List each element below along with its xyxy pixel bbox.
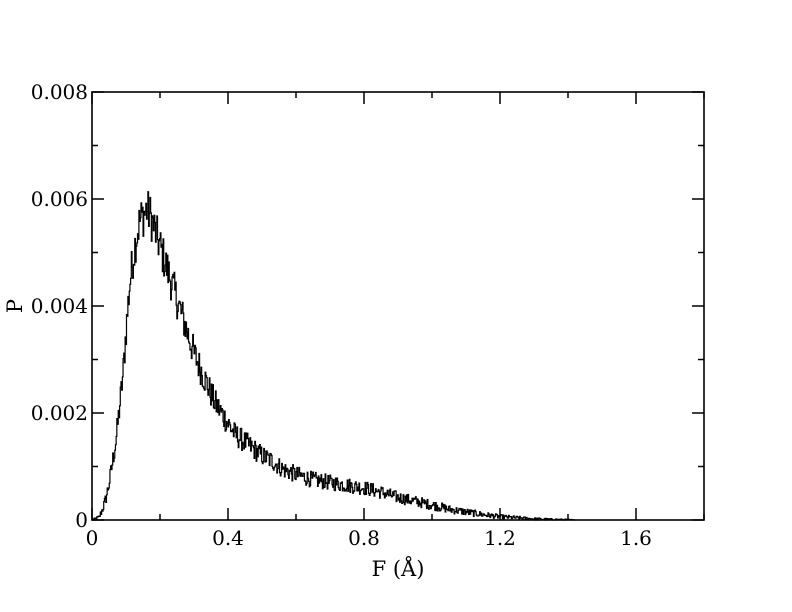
x-tick-label: 1.2 — [484, 526, 516, 550]
series-line — [92, 191, 575, 521]
x-tick-label: 1.6 — [620, 526, 652, 550]
x-tick-label: 0.8 — [348, 526, 380, 550]
y-tick-label: 0 — [75, 508, 88, 532]
x-axis-title: F (Å) — [372, 556, 425, 581]
x-tick-label: 0.4 — [212, 526, 244, 550]
y-tick-label: 0.004 — [31, 294, 88, 318]
axis-tick-labels: 0 0.4 0.8 1.2 1.6 0 0.002 0.004 0.006 0.008 — [31, 80, 652, 550]
plot-frame — [91, 91, 705, 521]
y-tick-label: 0.002 — [31, 401, 88, 425]
plot-area — [91, 91, 705, 521]
series-group — [92, 191, 575, 521]
x-tick-label: 0 — [86, 526, 99, 550]
y-axis-title: P — [3, 299, 27, 313]
y-tick-label: 0.006 — [31, 187, 88, 211]
y-tick-label: 0.008 — [31, 80, 88, 104]
axis-ticks — [91, 91, 705, 521]
